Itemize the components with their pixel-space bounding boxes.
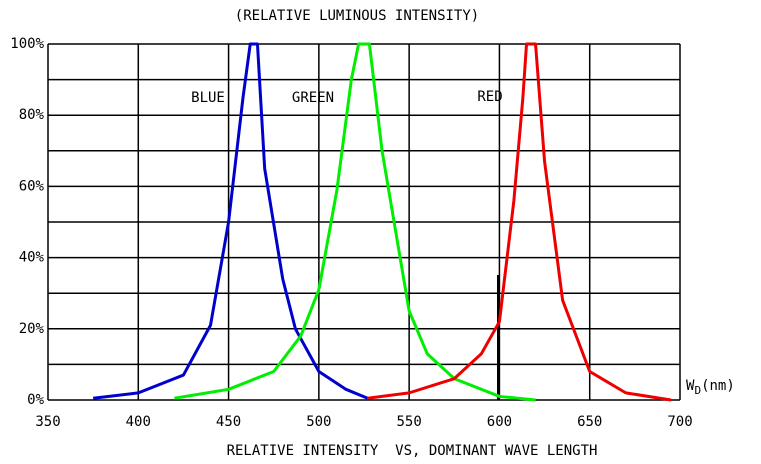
x-tick-label: 550 [396, 414, 421, 430]
x-tick-label: 700 [667, 414, 692, 430]
y-tick-label: 0% [27, 392, 44, 408]
y-tick-label: 60% [19, 178, 45, 194]
x-tick-label: 650 [577, 414, 602, 430]
series-label: RED [477, 89, 502, 105]
x-tick-label: 500 [306, 414, 331, 430]
x-unit-label: WD(nm) [686, 378, 735, 397]
x-tick-label: 350 [35, 414, 60, 430]
y-tick-label: 100% [10, 36, 44, 52]
y-tick-label: 80% [19, 107, 45, 123]
series-line [174, 42, 536, 402]
chart-title: (RELATIVE LUMINOUS INTENSITY) [235, 8, 479, 24]
x-tick-label: 600 [487, 414, 512, 430]
x-unit-main: W [686, 378, 695, 394]
series-label: BLUE [191, 90, 225, 106]
series-line [92, 42, 369, 400]
x-tick-label: 450 [216, 414, 241, 430]
y-tick-label: 20% [19, 321, 45, 337]
y-tick-label: 40% [19, 250, 45, 266]
series-label: GREEN [292, 90, 334, 106]
x-tick-label: 400 [126, 414, 151, 430]
x-axis-label: RELATIVE INTENSITY VS, DOMINANT WAVE LEN… [227, 443, 598, 459]
x-unit-unit: (nm) [701, 378, 735, 394]
series-line [367, 42, 672, 402]
x-unit-sub: D [694, 384, 701, 397]
